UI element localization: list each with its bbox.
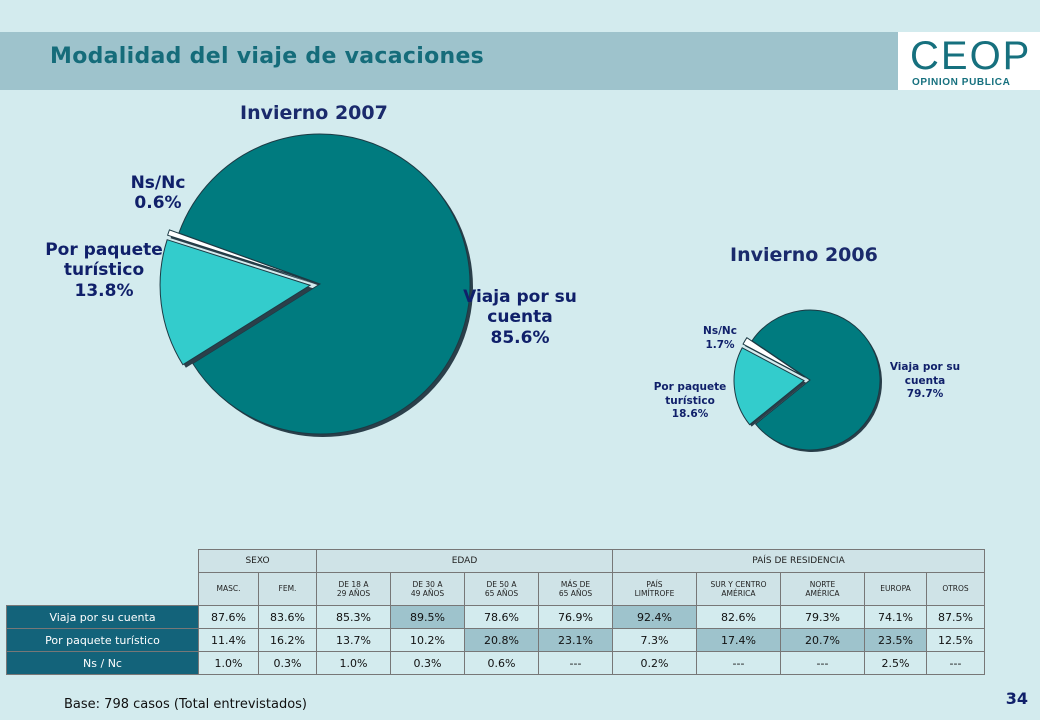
table-cell: 1.0% xyxy=(316,651,391,675)
table-cell: 17.4% xyxy=(696,628,781,652)
table-cell: 0.6% xyxy=(464,651,539,675)
label-2006-cuenta: Viaja por su cuenta 79.7% xyxy=(889,361,961,401)
table-row: Ns / Nc 1.0% 0.3% 1.0% 0.3% 0.6% --- 0.2% --- ---… xyxy=(6,651,985,675)
subheader-5: MÁS DE 65 AÑOS xyxy=(538,572,613,606)
table-cell: 11.4% xyxy=(198,628,259,652)
slice-viaja-cuenta xyxy=(751,309,881,451)
chart-title-2007: Invierno 2007 xyxy=(240,102,388,124)
table-cell: 10.2% xyxy=(390,628,465,652)
label-2006-paquete: Por paquete turístico 18.6% xyxy=(653,381,727,421)
table-cell: 89.5% xyxy=(390,605,465,629)
ceop-logo: CEOP OPINION PUBLICA xyxy=(898,32,1040,90)
subheader-7: SUR Y CENTRO AMÉRICA xyxy=(696,572,781,606)
subheader-9: EUROPA xyxy=(864,572,927,606)
table-cell: 1.0% xyxy=(198,651,259,675)
table-cell: 23.5% xyxy=(864,628,927,652)
slice-viaja-cuenta xyxy=(178,133,471,435)
page-number: 34 xyxy=(1005,689,1028,708)
subheader-10: OTROS xyxy=(926,572,985,606)
table-cell: 92.4% xyxy=(612,605,697,629)
label-2007-paquete: Por paquete turístico 13.8% xyxy=(45,240,163,301)
row-label: Ns / Nc xyxy=(6,651,199,675)
breakdown-table: SEXO EDAD PAÍS DE RESIDENCIA MASC. FEM. DE… xyxy=(6,549,985,675)
logo-subtitle: OPINION PUBLICA xyxy=(912,77,1011,88)
table-cell: 82.6% xyxy=(696,605,781,629)
table-cell: 12.5% xyxy=(926,628,985,652)
table-cell: 74.1% xyxy=(864,605,927,629)
table-cell: 78.6% xyxy=(464,605,539,629)
slice-paquete xyxy=(159,239,312,366)
table-cell: 87.5% xyxy=(926,605,985,629)
subheader-0: MASC. xyxy=(198,572,259,606)
group-header-edad: EDAD xyxy=(316,549,613,573)
logo-main-text: CEOP xyxy=(910,34,1032,78)
row-label: Por paquete turístico xyxy=(6,628,199,652)
table-cell: 0.3% xyxy=(258,651,317,675)
table-cell: 20.8% xyxy=(464,628,539,652)
table-cell: 0.3% xyxy=(390,651,465,675)
table-cell: 20.7% xyxy=(780,628,865,652)
slice-nsnc xyxy=(742,336,806,378)
table-cell: 76.9% xyxy=(538,605,613,629)
base-note: Base: 798 casos (Total entrevistados) xyxy=(64,697,308,712)
table-cell: 7.3% xyxy=(612,628,697,652)
table-cell: --- xyxy=(696,651,781,675)
slice-paquete xyxy=(733,347,805,426)
chart-title-2006: Invierno 2006 xyxy=(730,244,878,266)
label-2007-nsnc: Ns/Nc 0.6% xyxy=(130,173,186,214)
subheader-3: DE 30 A 49 AÑOS xyxy=(390,572,465,606)
table-cell: 13.7% xyxy=(316,628,391,652)
table-cell: 2.5% xyxy=(864,651,927,675)
label-2006-nsnc: Ns/Nc 1.7% xyxy=(703,325,737,351)
table-cell: 79.3% xyxy=(780,605,865,629)
group-header-pais: PAÍS DE RESIDENCIA xyxy=(612,549,985,573)
table-row: Por paquete turístico 11.4% 16.2% 13.7% 10.2… xyxy=(6,628,985,652)
table-cell: --- xyxy=(780,651,865,675)
subheader-6: PAÍS LIMÍTROFE xyxy=(612,572,697,606)
subheader-2: DE 18 A 29 AÑOS xyxy=(316,572,391,606)
subheader-1: FEM. xyxy=(258,572,317,606)
header-bar xyxy=(0,32,1040,90)
subheader-8: NORTE AMÉRICA xyxy=(780,572,865,606)
row-label: Viaja por su cuenta xyxy=(6,605,199,629)
slice-nsnc xyxy=(166,229,311,282)
group-header-sexo: SEXO xyxy=(198,549,317,573)
table-cell: 87.6% xyxy=(198,605,259,629)
page-title: Modalidad del viaje de vacaciones xyxy=(50,44,485,69)
table-cell: 83.6% xyxy=(258,605,317,629)
table-cell: 85.3% xyxy=(316,605,391,629)
table-cell: 0.2% xyxy=(612,651,697,675)
table-cell: --- xyxy=(926,651,985,675)
table-row: Viaja por su cuenta 87.6% 83.6% 85.3% 89.5% 7… xyxy=(6,605,985,629)
subheader-4: DE 50 A 65 AÑOS xyxy=(464,572,539,606)
table-cell: 16.2% xyxy=(258,628,317,652)
table-cell: --- xyxy=(538,651,613,675)
table-cell: 23.1% xyxy=(538,628,613,652)
label-2007-cuenta: Viaja por su cuenta 85.6% xyxy=(463,287,577,348)
